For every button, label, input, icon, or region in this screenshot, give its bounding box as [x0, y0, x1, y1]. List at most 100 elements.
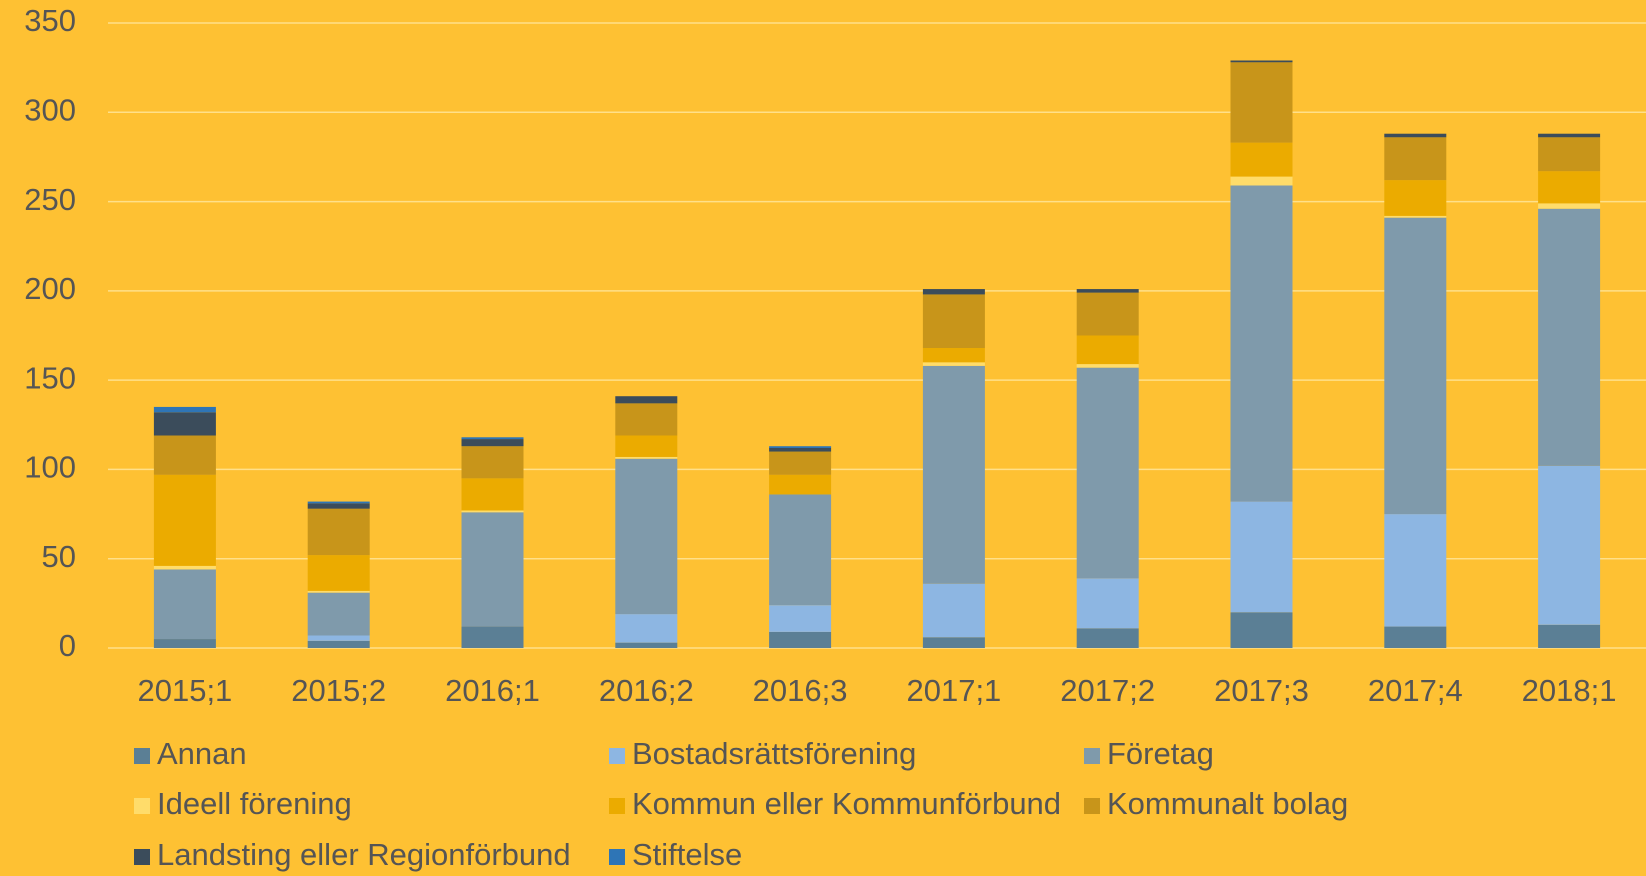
- bar-segment: [1538, 465, 1601, 625]
- legend-swatch: [609, 748, 625, 764]
- y-tick-label: 200: [24, 271, 76, 306]
- bar-segment: [922, 583, 985, 638]
- x-tick-label: 2017;4: [1368, 673, 1463, 708]
- bar-segment: [307, 501, 370, 504]
- bar-segment: [461, 439, 524, 447]
- legend-swatch: [609, 798, 625, 814]
- bar-segment: [307, 640, 370, 648]
- bar-segment: [1538, 624, 1601, 648]
- bar-segment: [1076, 292, 1139, 336]
- bar-segment: [307, 592, 370, 636]
- bar-segment: [1384, 133, 1447, 138]
- bar-segment: [1076, 364, 1139, 368]
- x-tick-label: 2017;1: [906, 673, 1001, 708]
- y-tick-label: 300: [24, 92, 76, 127]
- bar-segment: [1230, 185, 1293, 502]
- legend-swatch: [1084, 798, 1100, 814]
- bar-segment: [769, 631, 832, 648]
- bar-segment: [153, 639, 216, 648]
- bar-segment: [1230, 62, 1293, 143]
- bar-segment: [153, 412, 216, 436]
- bar-segment: [615, 642, 678, 648]
- bar-segment: [769, 474, 832, 495]
- bar-segment: [1384, 514, 1447, 627]
- bar-segment: [1538, 203, 1601, 209]
- x-tick-label: 2016;2: [599, 673, 694, 708]
- bar-segment: [461, 626, 524, 648]
- bar-segment: [1384, 217, 1447, 515]
- bar-segment: [153, 474, 216, 566]
- legend-swatch: [609, 849, 625, 865]
- bar-segment: [1076, 578, 1139, 629]
- x-tick-label: 2017;3: [1214, 673, 1309, 708]
- legend-label: Kommunalt bolag: [1107, 786, 1348, 821]
- legend-swatch: [134, 798, 150, 814]
- x-tick-label: 2015;2: [291, 673, 386, 708]
- bar-segment: [1230, 142, 1293, 177]
- y-tick-label: 0: [59, 628, 76, 663]
- y-tick-label: 100: [24, 450, 76, 485]
- bar-segment: [922, 637, 985, 648]
- bar-segment: [615, 396, 678, 404]
- legend-label: Ideell förening: [157, 786, 352, 821]
- bar-segment: [1230, 501, 1293, 613]
- bar-segment: [1230, 176, 1293, 186]
- legend-label: Landsting eller Regionförbund: [157, 837, 571, 872]
- bar-segment: [307, 590, 370, 593]
- legend-swatch: [134, 748, 150, 764]
- bar-segment: [153, 565, 216, 570]
- bar-segment: [922, 365, 985, 584]
- bar-segment: [461, 478, 524, 511]
- x-tick-label: 2018;1: [1522, 673, 1617, 708]
- bar-segment: [615, 458, 678, 615]
- bar-segment: [1384, 180, 1447, 216]
- bar-segment: [615, 435, 678, 457]
- bar-segment: [1076, 289, 1139, 293]
- bar-segment: [153, 435, 216, 475]
- y-tick-label: 50: [42, 539, 76, 574]
- y-tick-label: 250: [24, 182, 76, 217]
- bar-segment: [1538, 171, 1601, 204]
- bar-segment: [922, 362, 985, 366]
- y-tick-label: 350: [24, 3, 76, 38]
- bar-segment: [615, 403, 678, 436]
- legend-label: Företag: [1107, 736, 1214, 771]
- bar-segment: [461, 446, 524, 479]
- bar-segment: [153, 406, 216, 413]
- bar-segment: [769, 494, 832, 606]
- bar-segment: [769, 448, 832, 452]
- bar-segment: [1384, 137, 1447, 181]
- bar-segment: [1384, 215, 1447, 218]
- bar-segment: [307, 635, 370, 641]
- bar-segment: [1538, 133, 1601, 138]
- bar-segment: [769, 451, 832, 475]
- bar-segment: [922, 348, 985, 363]
- bar-segment: [1538, 208, 1601, 466]
- bar-segment: [922, 289, 985, 295]
- x-tick-label: 2016;1: [445, 673, 540, 708]
- bar-segment: [1538, 137, 1601, 172]
- bar-segment: [1230, 612, 1293, 648]
- legend-label: Annan: [157, 736, 247, 771]
- x-tick-label: 2017;2: [1060, 673, 1155, 708]
- bar-segment: [461, 512, 524, 627]
- bar-segment: [307, 508, 370, 556]
- bar-segment: [769, 605, 832, 632]
- bar-segment: [307, 555, 370, 591]
- x-tick-label: 2016;3: [753, 673, 848, 708]
- bar-segment: [461, 510, 524, 513]
- bar-segment: [1076, 628, 1139, 648]
- legend-swatch: [134, 849, 150, 865]
- x-tick-label: 2015;1: [137, 673, 232, 708]
- bar-segment: [615, 614, 678, 643]
- bar-segment: [461, 437, 524, 440]
- y-tick-label: 150: [24, 360, 76, 395]
- legend-label: Bostadsrättsförening: [632, 736, 916, 771]
- bar-segment: [1384, 626, 1447, 648]
- bar-segment: [307, 503, 370, 509]
- bar-segment: [1076, 367, 1139, 579]
- bar-segment: [153, 569, 216, 640]
- legend-label: Kommun eller Kommunförbund: [632, 786, 1061, 821]
- bar-segment: [615, 456, 678, 459]
